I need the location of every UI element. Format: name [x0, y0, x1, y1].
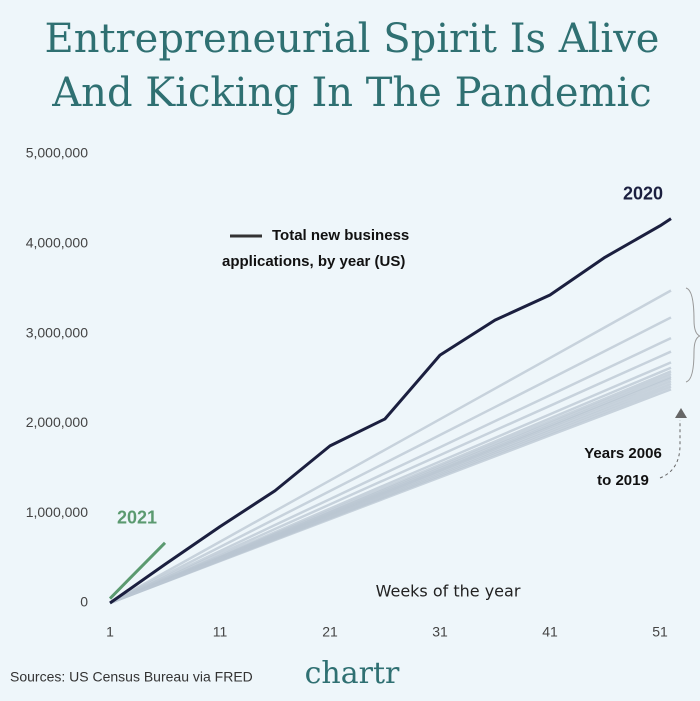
x-axis-label: Weeks of the year [376, 582, 521, 601]
annotation: to 2019 [597, 472, 649, 489]
legend-text: applications, by year (US) [222, 253, 405, 270]
y-tick-label: 3,000,000 [26, 324, 88, 340]
chart-title: Entrepreneurial Spirit Is Alive [45, 16, 660, 62]
legend-text: Total new business [272, 227, 409, 244]
x-tick-label: 31 [432, 624, 448, 640]
series-line [109, 336, 672, 605]
y-tick-label: 4,000,000 [26, 235, 88, 251]
bracket [685, 287, 700, 383]
x-tick-label: 1 [106, 624, 114, 640]
x-tick-label: 41 [542, 624, 558, 640]
brand: chartr [305, 656, 400, 691]
series-line [109, 217, 672, 605]
x-tick-label: 21 [322, 624, 338, 640]
series-label: 2020 [623, 183, 663, 203]
series-line [109, 289, 672, 605]
x-tick-label: 11 [213, 624, 228, 640]
y-tick-label: 0 [80, 594, 88, 610]
source: Sources: US Census Bureau via FRED [10, 669, 253, 685]
y-tick-label: 5,000,000 [26, 145, 88, 161]
series-line [109, 316, 672, 605]
series-line [109, 388, 672, 605]
x-tick-label: 51 [652, 624, 668, 640]
series-label: 2021 [117, 508, 157, 528]
y-tick-label: 2,000,000 [26, 414, 88, 430]
chart-title: And Kicking In The Pandemic [51, 70, 651, 116]
arrow [659, 420, 681, 479]
y-tick-label: 1,000,000 [26, 504, 88, 520]
series-line [109, 350, 672, 605]
series-line [108, 541, 167, 600]
annotation: Years 2006 [584, 445, 662, 462]
arrow-head [675, 408, 687, 418]
